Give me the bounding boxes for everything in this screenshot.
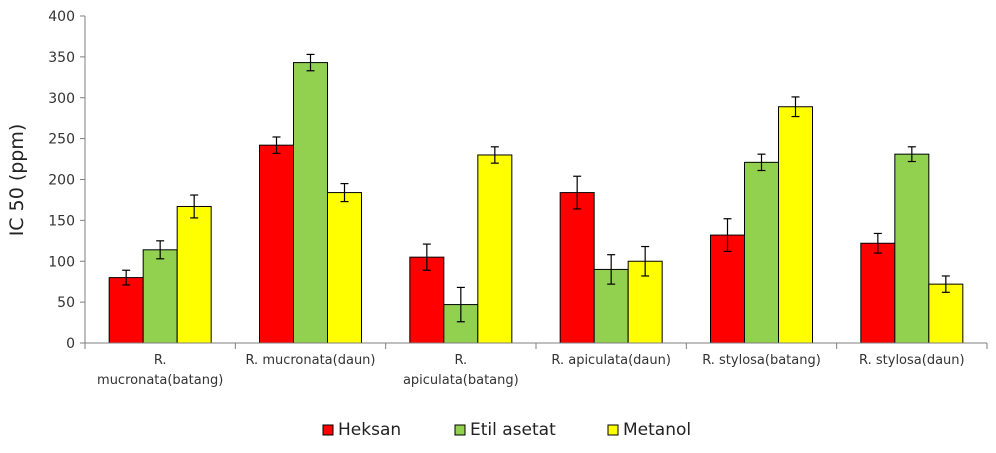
y-axis-title: IC 50 (ppm) (6, 124, 28, 237)
bar (559, 192, 595, 344)
bar (477, 154, 513, 344)
bar (293, 62, 328, 344)
y-tick-label: 200 (48, 173, 75, 189)
legend-label: Metanol (623, 420, 691, 440)
y-tick-label: 0 (66, 336, 75, 352)
bar (259, 144, 294, 344)
bar (778, 106, 813, 344)
bar (860, 242, 896, 344)
x-category-label: R. stylosa(batang) (702, 353, 821, 368)
y-tick-label: 250 (48, 132, 75, 148)
y-tick-label: 400 (48, 9, 75, 25)
x-category-label: R. apiculata(daun) (551, 353, 671, 368)
bar (744, 161, 779, 344)
legend-label: Etil asetat (470, 420, 556, 440)
bar (327, 192, 362, 344)
bar (176, 205, 212, 344)
legend-swatch (607, 424, 619, 436)
x-category-label: R. apiculata(batang) (403, 353, 519, 388)
bar (409, 256, 445, 344)
y-tick-label: 100 (48, 254, 75, 270)
y-tick-label: 150 (48, 213, 75, 229)
legend-label: Heksan (338, 420, 401, 440)
x-category-label: R. stylosa(daun) (859, 353, 965, 368)
x-category-label: R. mucronata(daun) (245, 353, 375, 368)
bar (928, 283, 964, 344)
y-tick-label: 300 (48, 91, 75, 107)
x-category-label: R. mucronata(batang) (97, 353, 223, 388)
y-tick-label: 50 (57, 295, 75, 311)
bar (894, 153, 930, 344)
y-tick-label: 350 (48, 50, 75, 66)
bar (108, 277, 144, 344)
legend-swatch (322, 424, 334, 436)
bar (142, 249, 178, 344)
legend-swatch (454, 424, 466, 436)
